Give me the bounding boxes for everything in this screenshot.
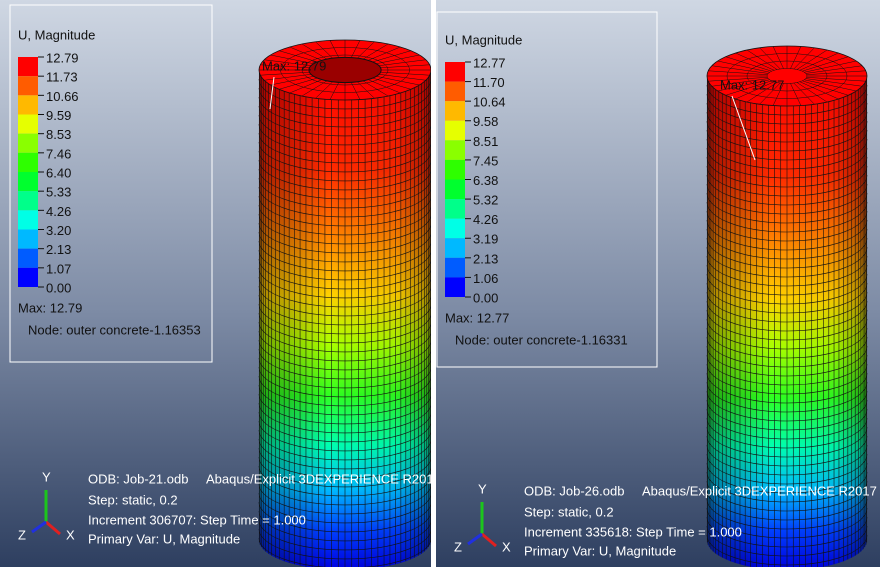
divider <box>431 0 436 567</box>
legend-swatch <box>18 172 38 191</box>
legend-label: 1.06 <box>473 271 498 286</box>
legend-swatch <box>18 115 38 134</box>
legend-label: 8.53 <box>46 127 71 142</box>
triad-label-x: X <box>66 527 75 542</box>
legend-label: 11.70 <box>473 75 505 90</box>
max-line: Max: 12.79 <box>18 300 82 315</box>
legend-swatch <box>18 134 38 153</box>
viewport: Max: 12.79 U, Magnitude 12.79 11.73 10.66 9.5… <box>0 0 448 567</box>
legend-swatch <box>445 258 465 278</box>
legend-swatch <box>18 76 38 95</box>
step: Step: static, 0.2 <box>524 504 614 519</box>
legend-swatch <box>445 219 465 239</box>
node-line: Node: outer concrete-1.16353 <box>28 322 201 337</box>
node-line: Node: outer concrete-1.16331 <box>455 332 628 347</box>
legend-swatch <box>445 180 465 200</box>
increment: Increment 306707: Step Time = 1.000 <box>88 512 306 527</box>
max-annotation: Max: 12.77 <box>720 77 784 92</box>
legend-swatch <box>18 153 38 172</box>
legend-swatch <box>18 230 38 249</box>
increment: Increment 335618: Step Time = 1.000 <box>524 524 742 539</box>
triad-label-y: Y <box>478 481 487 496</box>
legend-label: 0.00 <box>473 290 498 305</box>
legend-swatch <box>445 140 465 160</box>
legend-swatch <box>18 249 38 268</box>
legend-label: 7.45 <box>473 153 498 168</box>
viewport: Max: 12.77 U, Magnitude 12.77 11.70 10.64 9.5… <box>436 0 880 567</box>
legend-label: 6.40 <box>46 165 71 180</box>
legend-label: 11.73 <box>46 70 78 85</box>
software: Abaqus/Explicit 3DEXPERIENCE R2017 <box>642 483 877 498</box>
legend-swatch <box>445 82 465 102</box>
legend-swatch <box>18 191 38 210</box>
legend-swatch <box>445 199 465 219</box>
legend-label: 12.77 <box>473 55 506 70</box>
legend-label: 0.00 <box>46 280 71 295</box>
legend-label: 5.33 <box>46 185 71 200</box>
legend-swatch <box>18 95 38 114</box>
screenshot: Max: 12.79 U, Magnitude 12.79 11.73 10.66 9.5… <box>0 0 880 567</box>
step: Step: static, 0.2 <box>88 492 178 507</box>
legend-label: 9.58 <box>473 114 498 129</box>
triad-label-y: Y <box>42 469 51 484</box>
triad-label-z: Z <box>18 527 26 542</box>
legend-swatch <box>18 268 38 287</box>
legend-label: 10.66 <box>46 89 79 104</box>
legend-label: 3.19 <box>473 232 498 247</box>
legend-swatch <box>445 160 465 180</box>
legend-label: 2.13 <box>473 251 498 266</box>
legend-label: 4.26 <box>46 204 71 219</box>
max-annotation: Max: 12.79 <box>262 58 326 73</box>
legend-label: 2.13 <box>46 242 71 257</box>
primary-var: Primary Var: U, Magnitude <box>524 543 676 558</box>
legend-swatch <box>18 57 38 76</box>
legend-label: 1.07 <box>46 261 71 276</box>
legend-label: 9.59 <box>46 108 71 123</box>
primary-var: Primary Var: U, Magnitude <box>88 531 240 546</box>
legend-title: U, Magnitude <box>445 32 522 47</box>
legend-title: U, Magnitude <box>18 27 95 42</box>
triad-label-x: X <box>502 539 511 554</box>
odb-name: ODB: Job-21.odb <box>88 471 188 486</box>
legend-swatch <box>445 277 465 297</box>
triad-label-z: Z <box>454 539 462 554</box>
legend-swatch <box>445 101 465 121</box>
odb-name: ODB: Job-26.odb <box>524 483 624 498</box>
software: Abaqus/Explicit 3DEXPERIENCE R2017x <box>206 471 448 486</box>
legend-swatch <box>18 210 38 229</box>
legend-label: 8.51 <box>473 134 498 149</box>
max-line: Max: 12.77 <box>445 310 509 325</box>
legend-label: 3.20 <box>46 223 71 238</box>
legend-swatch <box>445 238 465 258</box>
legend-label: 6.38 <box>473 173 498 188</box>
legend-label: 12.79 <box>46 50 79 65</box>
legend-swatch <box>445 121 465 141</box>
legend-label: 4.26 <box>473 212 498 227</box>
legend-label: 5.32 <box>473 193 498 208</box>
legend-label: 7.46 <box>46 146 71 161</box>
legend-swatch <box>445 62 465 82</box>
legend-label: 10.64 <box>473 95 506 110</box>
